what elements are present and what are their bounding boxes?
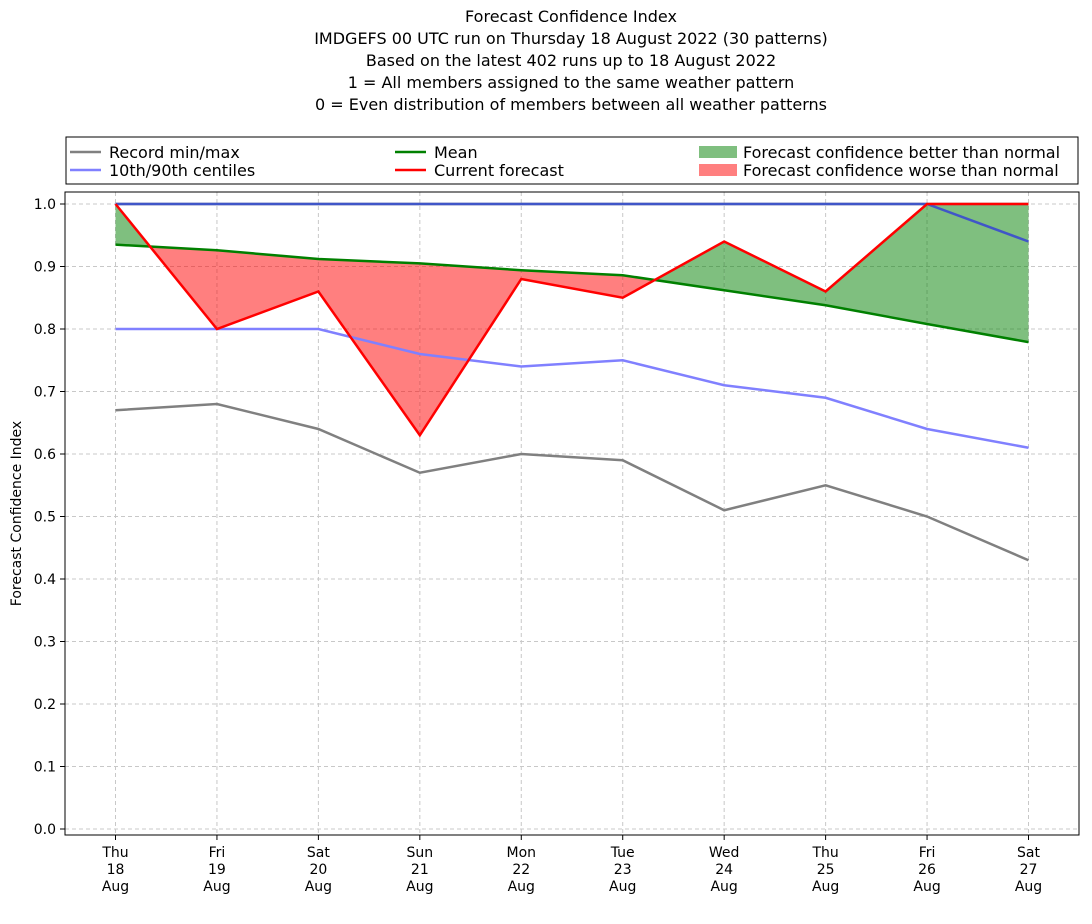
y-tick-label: 0.2 bbox=[34, 697, 56, 713]
y-tick-label: 1.0 bbox=[34, 197, 56, 213]
x-tick-label: 22 bbox=[512, 862, 530, 878]
x-tick-label: Fri bbox=[209, 845, 226, 861]
x-tick-label: Sat bbox=[307, 845, 330, 861]
y-tick-label: 0.7 bbox=[34, 385, 56, 401]
x-tick-label: Aug bbox=[913, 879, 940, 895]
y-tick-label: 0.9 bbox=[34, 260, 56, 276]
x-tick-label: Aug bbox=[812, 879, 839, 895]
legend-label: Forecast confidence worse than normal bbox=[743, 161, 1059, 180]
x-tick-label: 27 bbox=[1020, 862, 1038, 878]
x-tick-label: Sun bbox=[407, 845, 434, 861]
x-tick-label: 20 bbox=[309, 862, 327, 878]
x-tick-label: Aug bbox=[102, 879, 129, 895]
chart-subtitle-line-4: 0 = Even distribution of members between… bbox=[314, 95, 828, 114]
series-line-current bbox=[114, 202, 1029, 438]
fill-worse-region bbox=[521, 270, 623, 298]
x-tick-label: Fri bbox=[919, 845, 936, 861]
x-tick-label: Aug bbox=[1015, 879, 1042, 895]
y-tick-label: 0.5 bbox=[34, 510, 56, 526]
x-tick-label: Aug bbox=[406, 879, 433, 895]
fill-layer bbox=[115, 204, 1029, 436]
chart-subtitle-line-1: IMDGEFS 00 UTC run on Thursday 18 August… bbox=[314, 29, 828, 48]
line-layer bbox=[114, 202, 1029, 562]
legend-box bbox=[65, 136, 1079, 185]
fill-better-region bbox=[654, 241, 725, 291]
y-tick-label: 0.8 bbox=[34, 322, 56, 338]
legend-label: Current forecast bbox=[434, 161, 564, 180]
y-tick-label: 0.1 bbox=[34, 760, 56, 776]
legend-label: 10th/90th centiles bbox=[109, 161, 255, 180]
y-axis-label: Forecast Confidence Index bbox=[9, 421, 25, 606]
fill-worse-region bbox=[216, 250, 319, 329]
fill-better-region bbox=[825, 204, 928, 324]
legend-label: Mean bbox=[434, 143, 478, 162]
fill-better-region bbox=[115, 204, 151, 247]
fill-worse-region bbox=[318, 259, 420, 436]
legend-label: Forecast confidence better than normal bbox=[743, 143, 1060, 162]
x-tick-label: Aug bbox=[305, 879, 332, 895]
series-line-mean bbox=[115, 243, 1029, 344]
y-tick-label: 0.0 bbox=[34, 822, 56, 838]
x-tick-label: 19 bbox=[208, 862, 226, 878]
chart-subtitle-line-2: Based on the latest 402 runs up to 18 Au… bbox=[365, 51, 777, 70]
series-line-p10 bbox=[115, 327, 1029, 449]
y-tick-label: 0.3 bbox=[34, 635, 56, 651]
chart-title: Forecast Confidence Index bbox=[465, 7, 677, 26]
x-tick-label: Sat bbox=[1017, 845, 1040, 861]
legend-swatch-patch bbox=[699, 164, 737, 176]
y-tick-label: 0.6 bbox=[34, 447, 56, 463]
series-line-p90 bbox=[115, 202, 1029, 243]
x-tick-label: Wed bbox=[709, 845, 740, 861]
x-tick-label: 25 bbox=[817, 862, 835, 878]
x-tick-label: Aug bbox=[609, 879, 636, 895]
x-tick-label: 24 bbox=[715, 862, 733, 878]
x-tick-label: 26 bbox=[918, 862, 936, 878]
legend-label: Record min/max bbox=[109, 143, 240, 162]
x-tick-label: 21 bbox=[411, 862, 429, 878]
x-tick-label: Aug bbox=[508, 879, 535, 895]
x-tick-label: Aug bbox=[710, 879, 737, 895]
x-tick-label: 18 bbox=[107, 862, 125, 878]
series-line-record-min bbox=[115, 402, 1029, 562]
plot-frame bbox=[64, 191, 1080, 836]
fill-better-region bbox=[724, 241, 826, 306]
fill-better-region bbox=[927, 204, 1029, 343]
x-tick-label: Thu bbox=[811, 845, 838, 861]
chart-subtitle-line-3: 1 = All members assigned to the same wea… bbox=[347, 73, 795, 92]
x-tick-label: Aug bbox=[203, 879, 230, 895]
x-tick-label: Mon bbox=[507, 845, 537, 861]
y-tick-label: 0.4 bbox=[34, 572, 56, 588]
chart-title-block: Forecast Confidence Index IMDGEFS 00 UTC… bbox=[0, 6, 1092, 116]
x-tick-label: 23 bbox=[614, 862, 632, 878]
x-tick-label: Thu bbox=[101, 845, 128, 861]
legend-swatch-patch bbox=[699, 146, 737, 158]
axis-layer: 0.00.10.20.30.40.50.60.70.80.91.0Thu18Au… bbox=[9, 191, 1080, 895]
fill-worse-region bbox=[419, 263, 522, 436]
x-tick-label: Tue bbox=[610, 845, 635, 861]
